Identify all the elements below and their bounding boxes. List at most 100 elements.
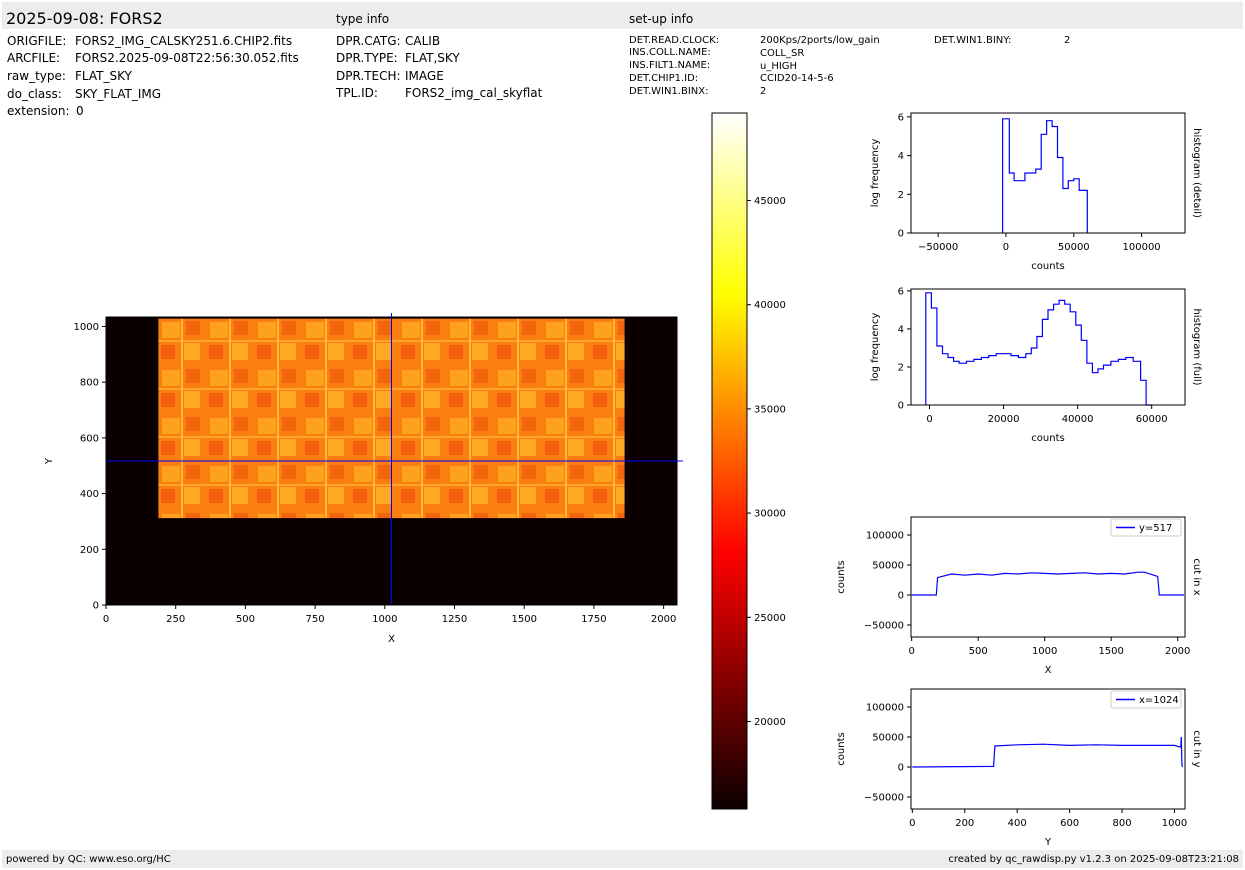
file-info-key: do_class: xyxy=(7,87,62,101)
y-tick-label: −50000 xyxy=(864,621,904,632)
x-tick-label: 2000 xyxy=(1165,646,1190,657)
y-tick-label: 0 xyxy=(898,591,904,602)
file-info-key: raw_type: xyxy=(7,69,66,83)
legend-box xyxy=(1110,690,1182,709)
x-tick-label: 400 xyxy=(1008,818,1027,829)
setup-info-key: DET.WIN1.BINY: xyxy=(934,35,1012,46)
footer-version: created by qc_rawdisp.py v1.2.3 on 2025-… xyxy=(948,854,1239,865)
x-tick-label: 200 xyxy=(955,818,974,829)
legend-label: x=1024 xyxy=(1139,695,1179,706)
panel-frame xyxy=(910,112,1186,234)
legend: y=517 xyxy=(1110,518,1182,537)
colorbar: 20000 25000 30000 35000 40000 45000 xyxy=(711,112,786,810)
series-line xyxy=(1001,118,1088,233)
type-info-key: DPR.TYPE: xyxy=(336,51,398,65)
legend: x=1024 xyxy=(1110,690,1182,709)
y-axis-label: log frequency xyxy=(870,139,881,208)
panel-title: cut in x xyxy=(1191,558,1202,595)
colorbar-tick-label: 45000 xyxy=(754,196,786,207)
x-tick-label: 1250 xyxy=(442,614,467,625)
panel-title: histogram (detail) xyxy=(1191,128,1202,218)
file-info-key: extension: xyxy=(7,104,70,118)
y-tick-label: 6 xyxy=(898,112,904,123)
x-axis-label: counts xyxy=(1031,261,1064,272)
type-info-value: IMAGE xyxy=(405,69,444,83)
x-tick-label: 0 xyxy=(1003,242,1009,253)
setup-info-value: 200Kps/2ports/low_gain xyxy=(760,35,880,46)
x-tick-label: 750 xyxy=(306,614,325,625)
image-panel: 0 250 500 750 1000 1250 1500 1750 2000 0 200 400 600… xyxy=(44,313,683,645)
setup-info-value: u_HIGH xyxy=(760,61,798,72)
y-tick-label: 1000 xyxy=(74,322,99,333)
x-tick-label: 500 xyxy=(236,614,255,625)
x-tick-label: 0 xyxy=(926,414,932,425)
legend-label: y=517 xyxy=(1139,523,1172,534)
file-info-value: SKY_FLAT_IMG xyxy=(75,87,162,101)
x-tick-label: 1750 xyxy=(581,614,606,625)
page-title: 2025-09-08: FORS2 xyxy=(6,9,163,28)
x-tick-label: 2000 xyxy=(651,614,676,625)
panel-title: cut in y xyxy=(1191,730,1202,767)
y-tick-label: 200 xyxy=(80,545,99,556)
panel-frame xyxy=(910,288,1186,406)
x-tick-label: 20000 xyxy=(988,414,1020,425)
x-axis-label: Y xyxy=(1044,837,1052,848)
x-tick-label: 1500 xyxy=(1098,646,1123,657)
colorbar-tick-label: 40000 xyxy=(754,300,786,311)
y-tick-label: 2 xyxy=(898,190,904,201)
colorbar-tick-label: 20000 xyxy=(754,717,786,728)
y-tick-label: 0 xyxy=(898,229,904,240)
panel-frame xyxy=(910,688,1186,810)
panel-frame xyxy=(910,516,1186,638)
colorbar-tick-label: 30000 xyxy=(754,509,786,520)
x-tick-label: 100000 xyxy=(1123,242,1161,253)
panel-title: histogram (full) xyxy=(1191,308,1202,385)
setup-info-value: COLL_SR xyxy=(760,48,805,59)
footer-bar xyxy=(2,850,1243,868)
colorbar-tick-label: 25000 xyxy=(754,613,786,624)
y-tick-label: 800 xyxy=(80,378,99,389)
setup-info-heading: set-up info xyxy=(629,12,694,26)
x-tick-label: 40000 xyxy=(1062,414,1094,425)
y-axis-label: counts xyxy=(836,560,847,593)
y-tick-label: 50000 xyxy=(872,733,904,744)
y-axis-label: log frequency xyxy=(870,313,881,382)
y-axis-label: counts xyxy=(836,732,847,765)
x-tick-label: 1000 xyxy=(1162,818,1187,829)
type-info-value: FLAT,SKY xyxy=(405,51,460,65)
file-info-key: ORIGFILE: xyxy=(7,34,67,48)
x-tick-label: 1500 xyxy=(511,614,536,625)
type-info-value: CALIB xyxy=(405,34,441,48)
y-tick-label: 100000 xyxy=(866,531,904,542)
file-info-value: FORS2_IMG_CALSKY251.6.CHIP2.fits xyxy=(75,34,293,48)
setup-info-value: CCID20-14-5-6 xyxy=(760,73,834,84)
colorbar-ticks: 20000 25000 30000 35000 40000 45000 xyxy=(747,196,786,728)
x-tick-label: 500 xyxy=(969,646,988,657)
setup-info-key: DET.CHIP1.ID: xyxy=(629,73,699,84)
setup-info-key: DET.READ.CLOCK: xyxy=(629,35,720,46)
y-tick-label: 4 xyxy=(898,324,904,335)
panel-cut-in-x: 0 500 1000 1500 2000 −50000 0 50000 100000 Xcount… xyxy=(836,516,1202,676)
setup-info-key: INS.FILT1.NAME: xyxy=(629,60,711,71)
x-tick-label: 60000 xyxy=(1136,414,1168,425)
series-line xyxy=(925,292,1152,406)
y-tick-label: −50000 xyxy=(864,793,904,804)
x-tick-label: 800 xyxy=(1113,818,1132,829)
type-info-key: DPR.TECH: xyxy=(336,69,401,83)
image-frame xyxy=(105,316,678,606)
setup-info-value: 2 xyxy=(1064,35,1071,46)
x-tick-label: 0 xyxy=(909,818,915,829)
setup-info-key: INS.COLL.NAME: xyxy=(629,47,711,58)
type-info-heading: type info xyxy=(336,12,390,26)
y-tick-label: 600 xyxy=(80,433,99,444)
colorbar-tick-label: 35000 xyxy=(754,404,786,415)
file-info-value: FLAT_SKY xyxy=(75,69,132,83)
panel-histogram-full-: 0 20000 40000 60000 0 2 4 6 counts log frequency h… xyxy=(870,286,1202,444)
panel-cut-in-y: 0 200 400 600 800 1000 −50000 0 50000 100000 Ycoun… xyxy=(836,688,1202,848)
file-info-value: 0 xyxy=(76,104,84,118)
y-tick-label: 0 xyxy=(898,763,904,774)
y-tick-label: 400 xyxy=(80,489,99,500)
colorbar-gradient xyxy=(711,112,748,810)
